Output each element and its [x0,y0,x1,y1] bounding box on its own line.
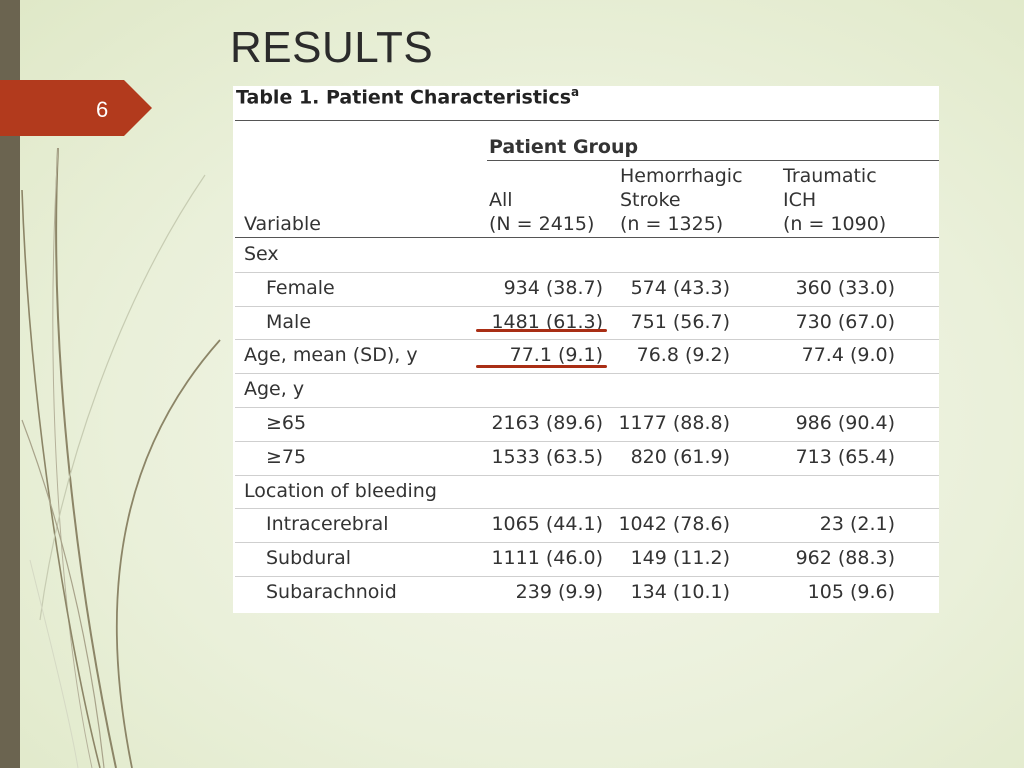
row-divider [235,305,939,307]
table-caption: Table 1. Patient Characteristicsa [236,85,579,108]
decorative-grass-lines [21,147,221,768]
cell-hemorrhagic-stroke: 134 (10.1) [630,581,730,603]
row-label: Age, y [244,378,305,401]
cell-traumatic-ich: 986 (90.4) [795,412,895,434]
row-divider [235,271,939,273]
patient-group-header: Patient Group [489,136,639,158]
table-row: Subarachnoid 239 (9.9) 134 (10.1) 105 (9.6) [235,576,939,610]
cell-hemorrhagic-stroke: 1177 (88.8) [618,412,730,434]
patient-characteristics-table: Table 1. Patient Characteristicsa Patien… [233,85,939,613]
table-row: Age, mean (SD), y 77.1 (9.1) 76.8 (9.2) 77.… [235,339,939,373]
cell-traumatic-ich: 23 (2.1) [819,513,895,536]
cell-traumatic-ich: 730 (67.0) [795,310,895,333]
variable-header: Variable [244,213,321,235]
cell-all: 77.1 (9.1) [509,344,603,367]
row-label: ≥65 [266,412,307,434]
column-header-traumatic-ich: Traumatic ICH (n = 1090) [783,165,887,235]
cell-traumatic-ich: 77.4 (9.0) [801,344,895,367]
table-top-rule [235,120,939,121]
table-caption-text: Table 1. Patient Characteristics [236,86,572,109]
cell-hemorrhagic-stroke: 751 (56.7) [630,310,730,333]
cell-all: 239 (9.9) [515,581,603,603]
table-row: Female 934 (38.7) 574 (43.3) 360 (33.0) [235,272,939,306]
row-label: Intracerebral [266,513,389,536]
highlight-underline-age-mean-all [476,365,607,368]
table-row: Age, y [235,373,939,407]
row-label: ≥75 [266,445,307,468]
header-bottom-rule [235,237,939,238]
cell-all: 1065 (44.1) [491,513,603,536]
cell-traumatic-ich: 360 (33.0) [795,276,895,299]
slide-title: RESULTS [230,23,434,72]
cell-all: 1533 (63.5) [491,445,603,468]
group-header-rule [487,160,939,161]
slide-number: 6 [96,97,109,122]
row-label: Age, mean (SD), y [244,344,418,367]
column-header-all: All (N = 2415) [489,189,595,235]
cell-hemorrhagic-stroke: 149 (11.2) [630,547,730,570]
row-divider [235,339,939,341]
row-divider [235,440,939,442]
cell-traumatic-ich: 713 (65.4) [795,445,895,468]
row-divider [235,407,939,408]
table-row: Male 1481 (61.3) 751 (56.7) 730 (67.0) [235,306,939,340]
cell-all: 1111 (46.0) [491,547,603,570]
slide-number-tab [0,80,152,136]
highlight-underline-male-all [476,329,607,332]
cell-hemorrhagic-stroke: 820 (61.9) [630,445,730,468]
left-accent-bar [0,0,20,768]
table-row: Location of bleeding [235,475,939,509]
row-divider [235,373,939,375]
table-row: Intracerebral 1065 (44.1) 1042 (78.6) 23 (2… [235,508,939,542]
table-row: Subdural 1111 (46.0) 149 (11.2) 962 (88.3) [235,542,939,576]
row-label: Female [266,276,335,299]
row-label: Location of bleeding [244,479,437,502]
table-caption-footnote-marker: a [571,85,580,99]
cell-traumatic-ich: 105 (9.6) [807,581,895,603]
row-label: Subarachnoid [266,581,397,603]
row-divider [235,508,939,510]
row-label: Sex [244,243,279,265]
row-label: Subdural [266,547,351,570]
table-row: ≥65 2163 (89.6) 1177 (88.8) 986 (90.4) [235,407,939,441]
row-divider [235,474,939,476]
table-row: Sex [235,238,939,272]
cell-all: 1481 (61.3) [491,310,603,333]
cell-all: 934 (38.7) [503,276,603,299]
row-label: Male [266,310,312,333]
table-row: ≥75 1533 (63.5) 820 (61.9) 713 (65.4) [235,441,939,475]
cell-hemorrhagic-stroke: 574 (43.3) [630,276,730,299]
row-divider [235,576,939,577]
cell-all: 2163 (89.6) [491,412,603,434]
cell-hemorrhagic-stroke: 76.8 (9.2) [636,344,730,367]
cell-traumatic-ich: 962 (88.3) [795,547,895,570]
row-divider [235,542,939,544]
column-header-hemorrhagic-stroke: Hemorrhagic Stroke (n = 1325) [620,165,743,235]
cell-hemorrhagic-stroke: 1042 (78.6) [618,513,730,536]
